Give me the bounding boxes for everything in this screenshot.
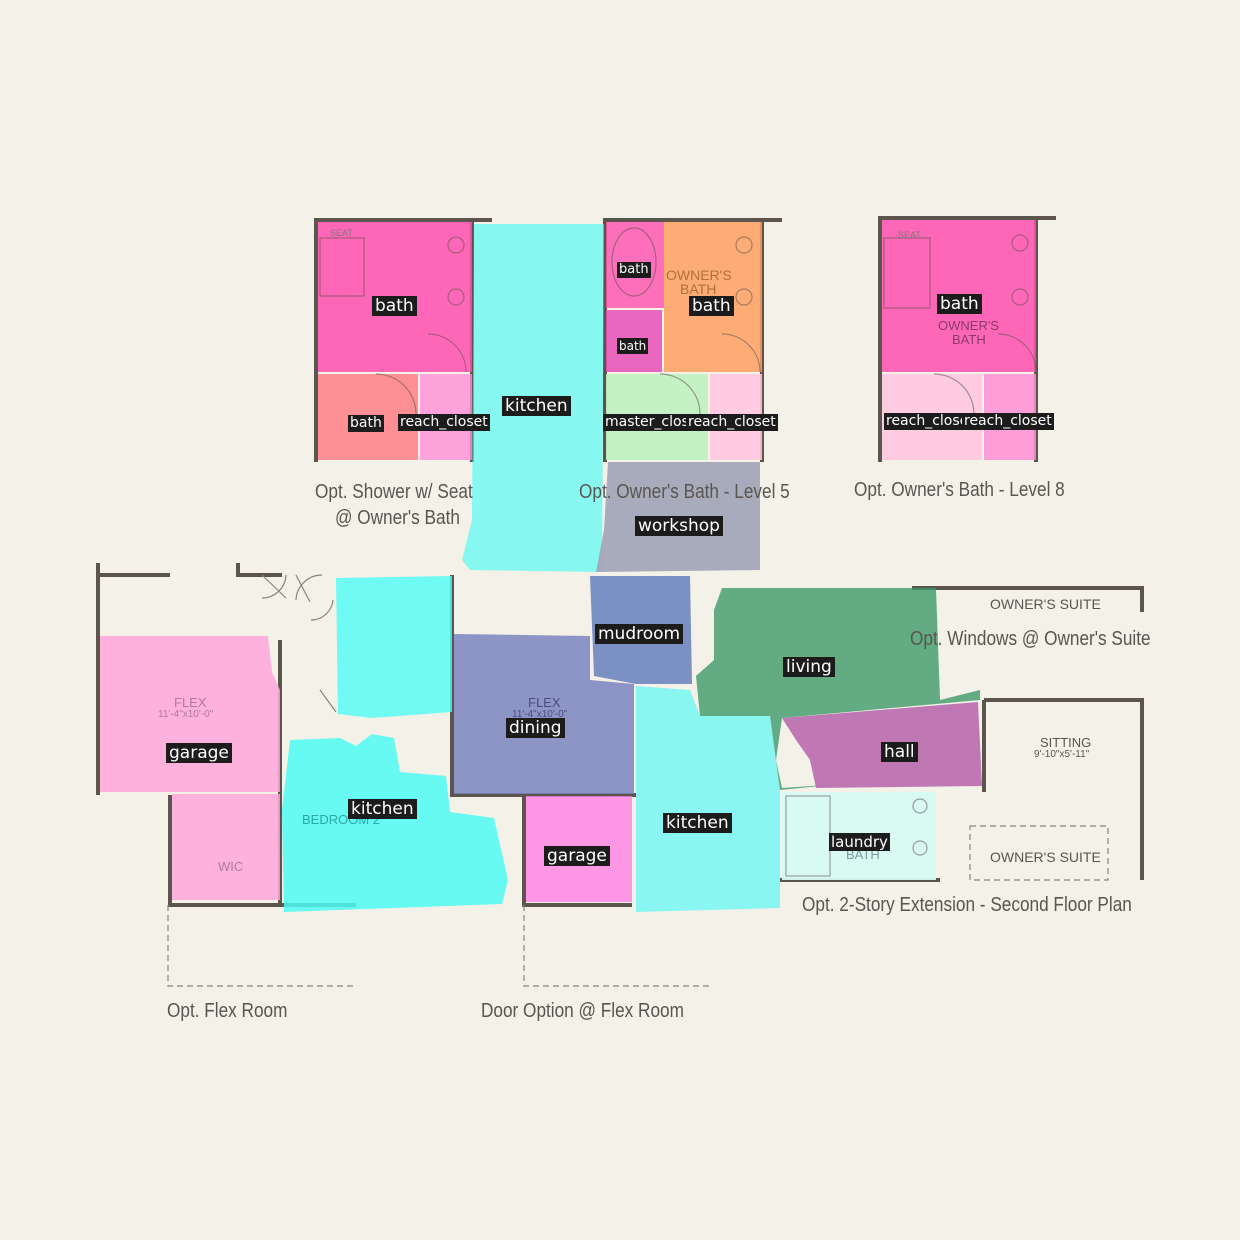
label-bath: bath — [689, 296, 734, 316]
owners-suite-top-text: OWNER'S SUITE — [990, 596, 1101, 612]
label-reach-closet: reach_closet — [962, 413, 1054, 430]
seat-text-b: SEAT — [898, 230, 921, 240]
label-kitchen: kitchen — [502, 396, 571, 416]
owners-bath-text-a: OWNER'S — [666, 267, 732, 283]
caption-opt-flex-room: Opt. Flex Room — [167, 1000, 288, 1022]
dashed-lines — [167, 825, 1109, 987]
label-bath: bath — [348, 415, 384, 432]
sitting-text: SITTING — [1040, 735, 1092, 750]
label-laundry: laundry — [829, 833, 890, 851]
caption-shower-seat-line2: @ Owner's Bath — [335, 507, 460, 529]
region-dining — [454, 634, 634, 794]
fixture-lines — [319, 227, 1037, 877]
label-garage: garage — [544, 846, 610, 866]
label-garage: garage — [166, 743, 232, 763]
region-garage-1b — [172, 794, 280, 900]
region-kitchen-2a — [336, 576, 452, 718]
label-bath: bath — [937, 294, 982, 314]
wic-a-text: WIC — [218, 859, 244, 874]
label-mudroom: mudroom — [595, 624, 684, 644]
flex-b-text: FLEX — [528, 695, 561, 710]
door-arcs — [261, 574, 337, 713]
bath-bottom-text: BATH — [846, 847, 880, 862]
owners-bath-text-d: BATH — [952, 332, 986, 347]
label-bath: bath — [372, 296, 417, 316]
region-living — [696, 588, 980, 790]
region-garage-1 — [100, 636, 280, 792]
label-bath: bath — [617, 262, 651, 278]
sitting-dim-text: 9'-10"x5'-11" — [1034, 749, 1090, 760]
label-reach-closet: reach_closet — [398, 414, 490, 431]
region-kitchen-2b — [282, 734, 508, 912]
label-hall: hall — [881, 742, 918, 762]
caption-windows-owners-suite: Opt. Windows @ Owner's Suite — [910, 628, 1151, 650]
seat-text-a: SEAT — [330, 228, 353, 238]
flex-a-dim-text: 11'-4"x10'-0" — [158, 709, 214, 720]
label-kitchen: kitchen — [663, 813, 732, 833]
owners-bath-text-c: OWNER'S — [938, 318, 999, 333]
owners-bath-text-b: BATH — [680, 281, 717, 297]
region-kitchen-3 — [636, 686, 780, 912]
flex-a-text: FLEX — [174, 695, 207, 710]
label-bath: bath — [617, 338, 649, 354]
label-living: living — [783, 657, 835, 677]
label-kitchen: kitchen — [348, 799, 417, 819]
caption-owners-bath-level5: Opt. Owner's Bath - Level 5 — [579, 481, 790, 503]
room-regions — [100, 220, 1036, 912]
flex-b-dim-text: 11'-4"x10'-0" — [512, 709, 568, 720]
caption-door-option-flex: Door Option @ Flex Room — [481, 1000, 684, 1022]
owners-suite-bottom-text: OWNER'S SUITE — [990, 849, 1101, 865]
label-reach-closet: reach_closet — [884, 413, 966, 430]
caption-owners-bath-level8: Opt. Owner's Bath - Level 8 — [854, 479, 1065, 501]
caption-shower-seat-line1: Opt. Shower w/ Seat — [315, 481, 473, 503]
caption-two-story-extension: Opt. 2-Story Extension - Second Floor Pl… — [802, 894, 1132, 916]
label-dining: dining — [506, 718, 565, 738]
label-master-closet: master_closet — [603, 414, 687, 431]
label-workshop: workshop — [635, 516, 723, 536]
label-reach-closet: reach_closet — [686, 414, 778, 431]
